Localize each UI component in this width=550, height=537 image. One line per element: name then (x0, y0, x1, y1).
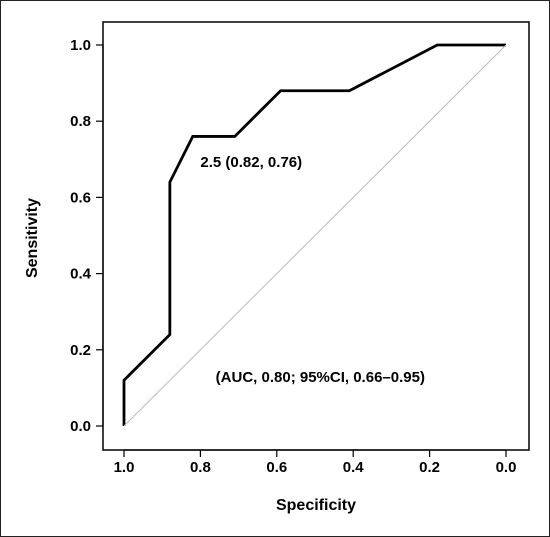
auc-annotation: (AUC, 0.80; 95%CI, 0.66–0.95) (216, 369, 425, 386)
roc-curve-line (122, 43, 506, 426)
x-tick-label: 0.8 (190, 459, 211, 476)
y-tick-label: 0.8 (70, 113, 91, 130)
cutoff-annotation: 2.5 (0.82, 0.76) (200, 154, 302, 171)
x-axis-label: Specificity (276, 497, 356, 514)
x-axis: 1.0 0.8 0.6 0.4 0.2 0.0 (114, 449, 517, 476)
y-axis-label: Sensitivity (24, 198, 41, 278)
y-axis: 0.0 0.2 0.4 0.6 0.8 1.0 (70, 37, 104, 435)
x-tick-label: 1.0 (114, 459, 135, 476)
series-layer (122, 43, 507, 427)
reference-diagonal-line (123, 44, 507, 427)
y-tick-label: 0.2 (70, 342, 91, 359)
y-tick-label: 0.0 (70, 418, 91, 435)
x-tick-label: 0.4 (343, 459, 365, 476)
x-tick-label: 0.0 (496, 459, 517, 476)
x-tick-label: 0.2 (419, 459, 440, 476)
y-tick-label: 0.6 (70, 189, 91, 206)
x-tick-label: 0.6 (266, 459, 287, 476)
y-tick-label: 0.4 (70, 266, 92, 283)
y-tick-label: 1.0 (70, 37, 91, 54)
annotation-layer: 2.5 (0.82, 0.76) (AUC, 0.80; 95%CI, 0.66–… (200, 154, 425, 386)
